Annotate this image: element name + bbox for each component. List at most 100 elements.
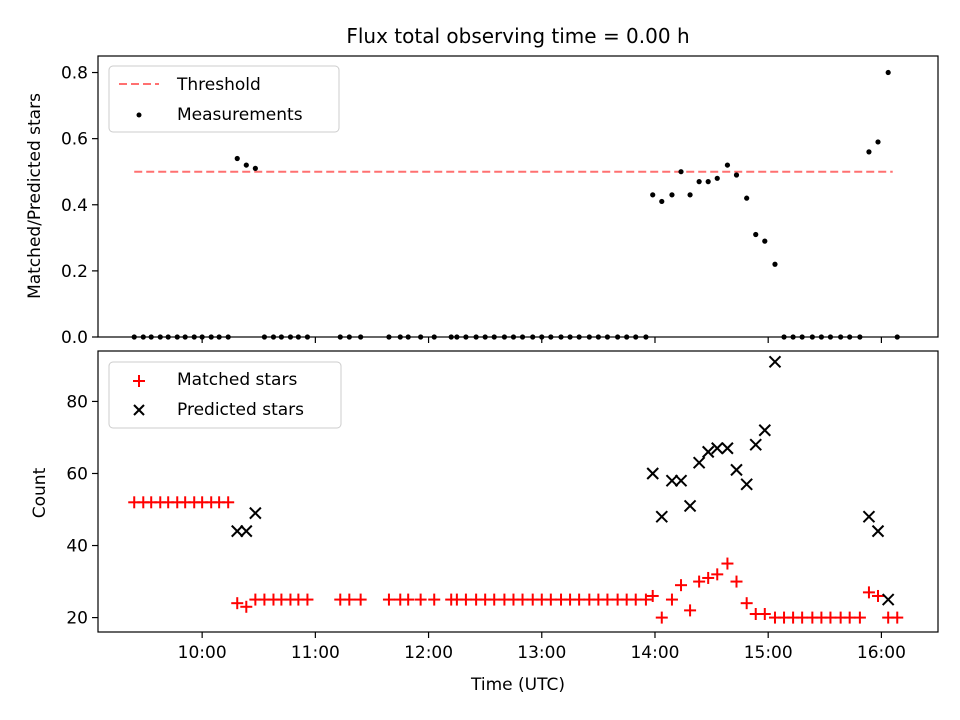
bottom-legend: Matched stars Predicted stars xyxy=(108,361,342,429)
measurement-point xyxy=(278,334,284,340)
predicted-stars-point xyxy=(711,442,724,455)
legend-matched-swatch xyxy=(133,375,145,387)
matched-stars-point xyxy=(684,604,697,617)
matched-stars-point xyxy=(240,600,253,613)
bottom-y-tick-label: 80 xyxy=(66,392,88,412)
measurement-point xyxy=(633,334,639,340)
measurement-point xyxy=(818,334,824,340)
matched-stars-point xyxy=(231,597,244,610)
measurement-point xyxy=(724,162,731,168)
measurement-point xyxy=(567,334,573,340)
predicted-stars-point xyxy=(692,456,706,469)
matched-stars-point xyxy=(862,586,875,599)
measurement-point xyxy=(199,334,205,340)
bottom-x-tick-label: 16:00 xyxy=(857,643,906,663)
measurement-point xyxy=(304,334,311,340)
measurement-point xyxy=(659,198,665,205)
x-axis-label: Time (UTC) xyxy=(470,675,565,695)
bottom-x-tick-label: 14:00 xyxy=(630,643,679,663)
measurement-point xyxy=(165,334,171,340)
measurement-point xyxy=(358,334,364,340)
measurement-point xyxy=(650,192,656,198)
matched-stars-point xyxy=(665,593,678,606)
bottom-y-tick-label: 40 xyxy=(66,537,88,557)
measurement-point xyxy=(705,179,711,185)
measurement-point xyxy=(857,334,863,340)
legend-measurements-label: Measurements xyxy=(177,105,303,125)
top-legend-box xyxy=(108,65,340,133)
bottom-x-tick-label: 11:00 xyxy=(291,643,340,663)
predicted-stars-point xyxy=(249,506,262,520)
bottom-y-tick-label: 60 xyxy=(66,464,88,484)
legend-matched-label: Matched stars xyxy=(177,370,297,390)
bottom-plot-area: 20 40 60 80 10:00 11:00 12:00 13:00 14:00 15:00 16… xyxy=(66,350,939,663)
measurement-point xyxy=(270,334,277,340)
matched-stars-point xyxy=(891,611,904,624)
measurement-point xyxy=(473,334,479,340)
top-chart-title: Flux total observing time = 0.00 h xyxy=(346,24,689,48)
matched-stars-point xyxy=(354,593,367,606)
predicted-stars-point xyxy=(646,467,659,480)
predicted-stars-point xyxy=(674,474,688,487)
measurement-point xyxy=(386,334,392,340)
predicted-stars-point xyxy=(701,445,715,459)
predicted-stars-point xyxy=(231,524,244,538)
measurement-point xyxy=(799,334,805,340)
measurement-point xyxy=(576,334,582,340)
top-y-tick-label: 0.2 xyxy=(61,262,88,282)
measurement-point xyxy=(687,192,693,198)
predicted-stars-point xyxy=(862,510,876,523)
matched-stars-point xyxy=(488,593,501,606)
measurement-point xyxy=(216,334,222,340)
matched-stars-point xyxy=(222,496,235,509)
bottom-x-tick-label: 13:00 xyxy=(517,643,566,663)
matched-stars-point xyxy=(796,611,809,624)
measurement-point xyxy=(678,169,684,175)
top-plot-area: 0.0 0.2 0.4 0.6 0.8 xyxy=(61,55,939,348)
predicted-stars-point xyxy=(665,474,679,487)
measurement-point xyxy=(252,165,258,171)
matched-stars-point xyxy=(516,593,529,606)
measurement-point xyxy=(397,334,403,340)
matched-stars-point xyxy=(428,593,441,606)
measurement-point xyxy=(827,334,834,340)
matched-stars-point xyxy=(459,593,472,606)
matched-stars-point xyxy=(573,593,586,606)
measurement-point xyxy=(191,334,197,340)
measurement-point xyxy=(148,334,154,340)
matched-stars-point xyxy=(824,611,837,624)
measurement-point xyxy=(519,334,526,340)
matched-stars-point xyxy=(301,593,314,606)
bottom-legend-box xyxy=(108,361,342,429)
measurement-point xyxy=(772,261,778,267)
matched-stars-point xyxy=(702,571,715,584)
matched-stars-point xyxy=(711,568,724,581)
measurement-point xyxy=(295,334,301,340)
measurement-point xyxy=(530,334,536,340)
measurement-point xyxy=(131,334,137,340)
measurement-point xyxy=(744,195,750,201)
measurement-point xyxy=(174,334,180,340)
measurement-point xyxy=(838,334,844,340)
bottom-axes-frame xyxy=(97,350,939,633)
predicted-stars-point xyxy=(758,424,771,437)
top-y-tick-label: 0.8 xyxy=(61,64,88,84)
matched-stars-point xyxy=(740,597,753,610)
measurement-point xyxy=(405,334,411,340)
predicted-stars-point xyxy=(871,524,885,538)
measurement-point xyxy=(643,334,649,340)
measurement-point xyxy=(482,334,488,340)
top-legend: Threshold Measurements xyxy=(108,65,340,133)
matched-stars-point xyxy=(853,611,866,624)
matched-stars-point xyxy=(646,589,659,602)
bottom-y-tick-label: 20 xyxy=(66,609,88,629)
matched-stars-point xyxy=(629,593,642,606)
measurement-point xyxy=(208,334,214,340)
measurement-point xyxy=(894,334,900,340)
matched-stars-point xyxy=(721,557,734,570)
bottom-x-tick-label: 12:00 xyxy=(404,643,453,663)
legend-predicted-swatch xyxy=(133,404,145,416)
bottom-y-axis-label: Count xyxy=(30,467,50,518)
measurement-point xyxy=(463,334,469,340)
measurement-point xyxy=(558,334,564,340)
